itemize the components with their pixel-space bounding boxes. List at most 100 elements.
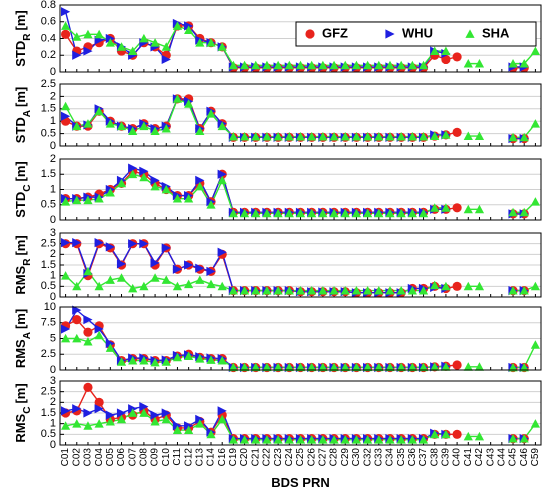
marker [206, 429, 216, 439]
y-tick-label: 0.5 [41, 280, 56, 292]
marker [116, 121, 127, 131]
marker [284, 435, 294, 444]
legend-label: GFZ [322, 25, 348, 40]
marker [463, 362, 473, 371]
marker [128, 46, 138, 55]
marker [463, 431, 473, 441]
marker [385, 286, 395, 295]
marker [184, 351, 194, 361]
marker [83, 421, 93, 430]
marker [206, 355, 216, 364]
marker [139, 408, 149, 417]
panel: 0 0.5 1 1.5 2 STDC [m] [13, 153, 542, 226]
marker [407, 435, 417, 444]
y-tick-label: 0 [50, 214, 56, 226]
marker [139, 166, 149, 176]
marker [128, 163, 138, 173]
marker [340, 60, 350, 70]
marker [441, 429, 451, 439]
marker [452, 127, 462, 137]
y-axis-label: RMSC [m] [13, 383, 33, 442]
marker [105, 119, 115, 128]
y-label-unit: [m] [13, 10, 28, 30]
x-tick-label: C26 [306, 448, 317, 467]
marker [150, 38, 160, 47]
marker [396, 286, 406, 295]
marker [465, 29, 475, 38]
marker [418, 60, 429, 70]
marker [452, 429, 462, 439]
y-tick-label: 0 [50, 291, 56, 303]
marker [407, 362, 417, 372]
y-tick-label: 0.2 [41, 49, 56, 61]
marker [284, 362, 294, 372]
marker [418, 435, 429, 444]
marker [72, 419, 82, 428]
marker [83, 119, 93, 128]
marker [206, 38, 216, 47]
x-tick-label: C02 [71, 448, 82, 467]
marker [83, 29, 93, 39]
y-tick-label: 2.5 [41, 238, 56, 250]
marker [116, 414, 127, 424]
marker [385, 362, 395, 372]
marker [116, 42, 127, 51]
marker [217, 281, 227, 291]
marker [251, 286, 261, 295]
marker [206, 200, 216, 209]
marker [83, 315, 93, 325]
y-tick-label: 2 [50, 90, 56, 102]
marker [228, 131, 238, 141]
marker [83, 195, 93, 205]
marker [228, 208, 238, 218]
marker [307, 208, 317, 218]
marker [251, 208, 261, 218]
marker [329, 131, 339, 141]
marker [508, 434, 518, 443]
marker [172, 425, 183, 434]
marker [430, 46, 440, 55]
marker [150, 181, 160, 191]
marker [374, 362, 384, 372]
y-tick-label: 2.5 [41, 348, 56, 360]
y-tick-label: 3 [50, 375, 56, 387]
marker [374, 286, 384, 295]
y-label-main: STD [13, 41, 28, 67]
y-tick-label: 0.5 [41, 128, 56, 140]
marker [508, 362, 518, 372]
marker [452, 281, 462, 291]
marker [94, 29, 104, 39]
marker [239, 131, 250, 141]
plot-frame [59, 83, 542, 147]
marker [385, 60, 395, 70]
marker [273, 286, 283, 295]
marker [530, 46, 541, 55]
y-tick-label: 0.5 [41, 199, 56, 211]
marker [116, 178, 127, 188]
marker [295, 60, 306, 70]
marker [195, 38, 205, 47]
marker [363, 435, 373, 444]
y-axis-label: STDC [m] [13, 161, 33, 217]
x-tick-label: C05 [105, 448, 116, 467]
marker [519, 207, 529, 217]
marker [94, 397, 104, 407]
marker [273, 131, 283, 141]
marker [83, 382, 93, 392]
x-tick-label: C13 [194, 448, 205, 467]
marker [295, 286, 306, 295]
marker [284, 131, 294, 141]
marker [262, 208, 272, 218]
x-tick-label: C28 [329, 448, 340, 467]
y-tick-label: 0.6 [41, 16, 56, 28]
marker [83, 337, 93, 346]
x-tick-label: C32 [362, 448, 373, 467]
marker [351, 286, 362, 295]
marker [351, 131, 362, 141]
marker [305, 29, 315, 39]
y-axis-label: STDR [m] [13, 10, 33, 66]
marker [295, 362, 306, 372]
y-tick-label: 7.5 [41, 317, 56, 329]
marker [418, 208, 429, 218]
